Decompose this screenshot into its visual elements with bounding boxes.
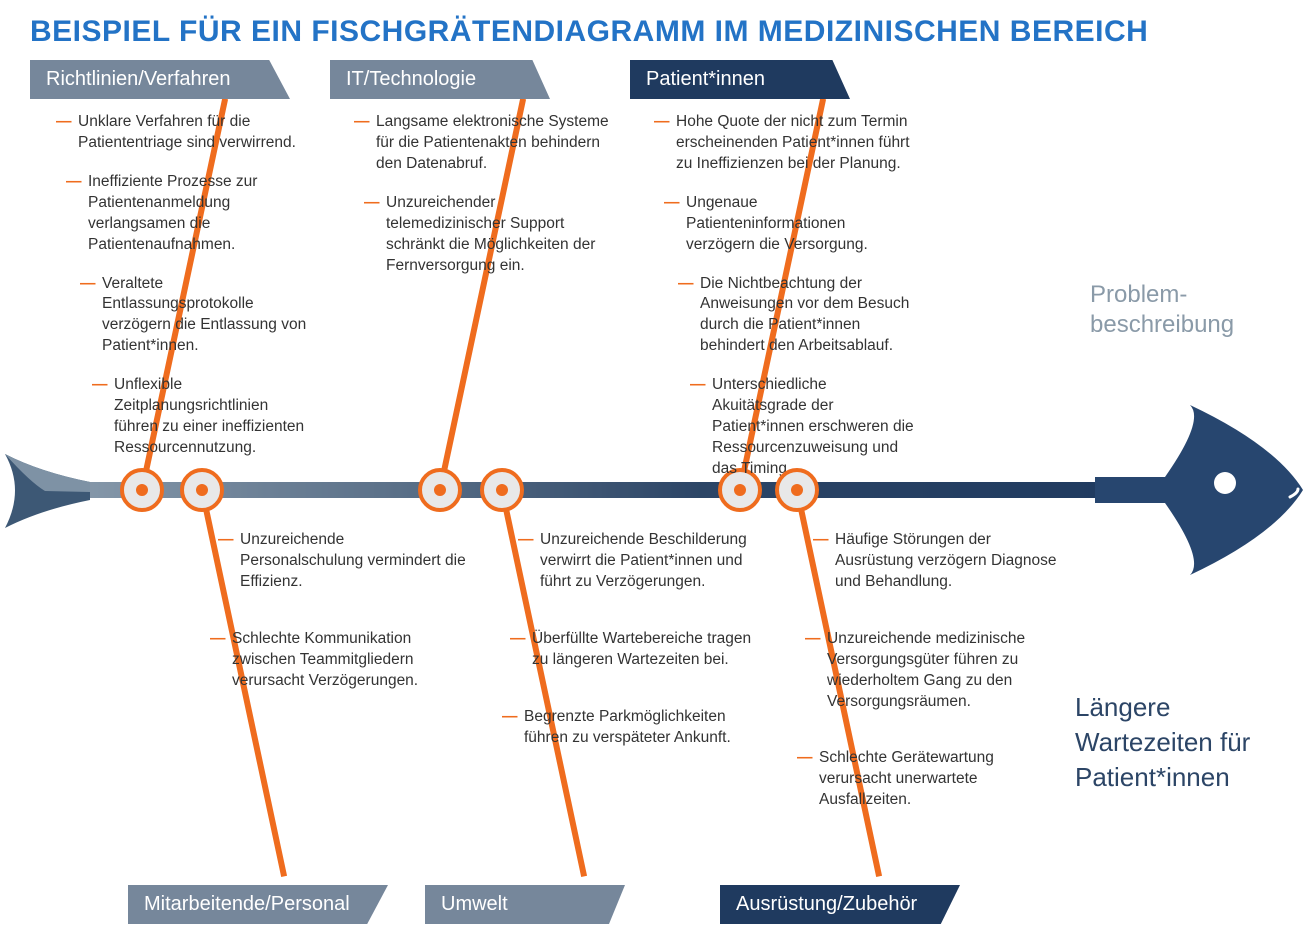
cause-item: Schlechte Kommunikation zwischen Teammit… xyxy=(210,629,470,692)
cause-item: Langsame elektronische Systeme für die P… xyxy=(354,112,614,175)
cause-list: Langsame elektronische Systeme für die P… xyxy=(354,112,614,294)
page-title: BEISPIEL FÜR EIN FISCHGRÄTENDIAGRAMM IM … xyxy=(30,15,1148,49)
cause-item: Begrenzte Parkmöglichkeiten führen zu ve… xyxy=(502,707,770,749)
cause-list: Unklare Verfahren für die Patiententriag… xyxy=(56,112,316,477)
category-label: Mitarbeitende/Personal xyxy=(128,885,388,924)
cause-item: Ungenaue Patienteninformationen verzöger… xyxy=(664,193,914,256)
category-label: IT/Technologie xyxy=(330,60,550,99)
cause-item: Unzureichender telemedizinischer Support… xyxy=(364,193,614,277)
category-label: Ausrüstung/Zubehör xyxy=(720,885,960,924)
cause-list: Häufige Störungen der Ausrüstung verzöge… xyxy=(805,530,1065,847)
fishbone-node xyxy=(480,468,524,512)
cause-item: Schlechte Gerätewartung verursacht unerw… xyxy=(797,748,1065,811)
category-label: Richtlinien/Verfahren xyxy=(30,60,290,99)
cause-list: Hohe Quote der nicht zum Termin erschein… xyxy=(654,112,914,498)
category-label: Patient*innen xyxy=(630,60,850,99)
cause-list: Unzureichende Personalschulung verminder… xyxy=(210,530,470,728)
cause-item: Ineffiziente Prozesse zur Patientenanmel… xyxy=(66,172,316,256)
fishbone-node xyxy=(418,468,462,512)
cause-item: Unzureichende Personalschulung verminder… xyxy=(218,530,470,593)
cause-item: Häufige Störungen der Ausrüstung verzöge… xyxy=(813,530,1065,593)
cause-item: Überfüllte Wartebereiche tragen zu länge… xyxy=(510,629,770,671)
cause-item: Unzureichende medizinische Versorgungsgü… xyxy=(805,629,1065,713)
cause-item: Die Nichtbeachtung der Anweisungen vor d… xyxy=(678,274,914,358)
cause-list: Unzureichende Beschilderung verwirrt die… xyxy=(510,530,770,784)
fish-head-icon xyxy=(1095,405,1303,575)
cause-item: Unflexible Zeitplanungsrichtlinien führe… xyxy=(92,375,316,459)
category-label: Umwelt xyxy=(425,885,625,924)
fishbone-node xyxy=(180,468,224,512)
problem-label: Problem- beschreibung xyxy=(1090,280,1290,340)
fishbone-node xyxy=(775,468,819,512)
problem-statement: Längere Wartezeiten für Patient*innen xyxy=(1075,690,1295,795)
cause-item: Unzureichende Beschilderung verwirrt die… xyxy=(518,530,770,593)
cause-item: Unterschiedliche Akuitätsgrade der Patie… xyxy=(690,375,914,480)
cause-item: Unklare Verfahren für die Patiententriag… xyxy=(56,112,316,154)
cause-item: Veraltete Entlassungsprotokolle verzöger… xyxy=(80,274,316,358)
cause-item: Hohe Quote der nicht zum Termin erschein… xyxy=(654,112,914,175)
